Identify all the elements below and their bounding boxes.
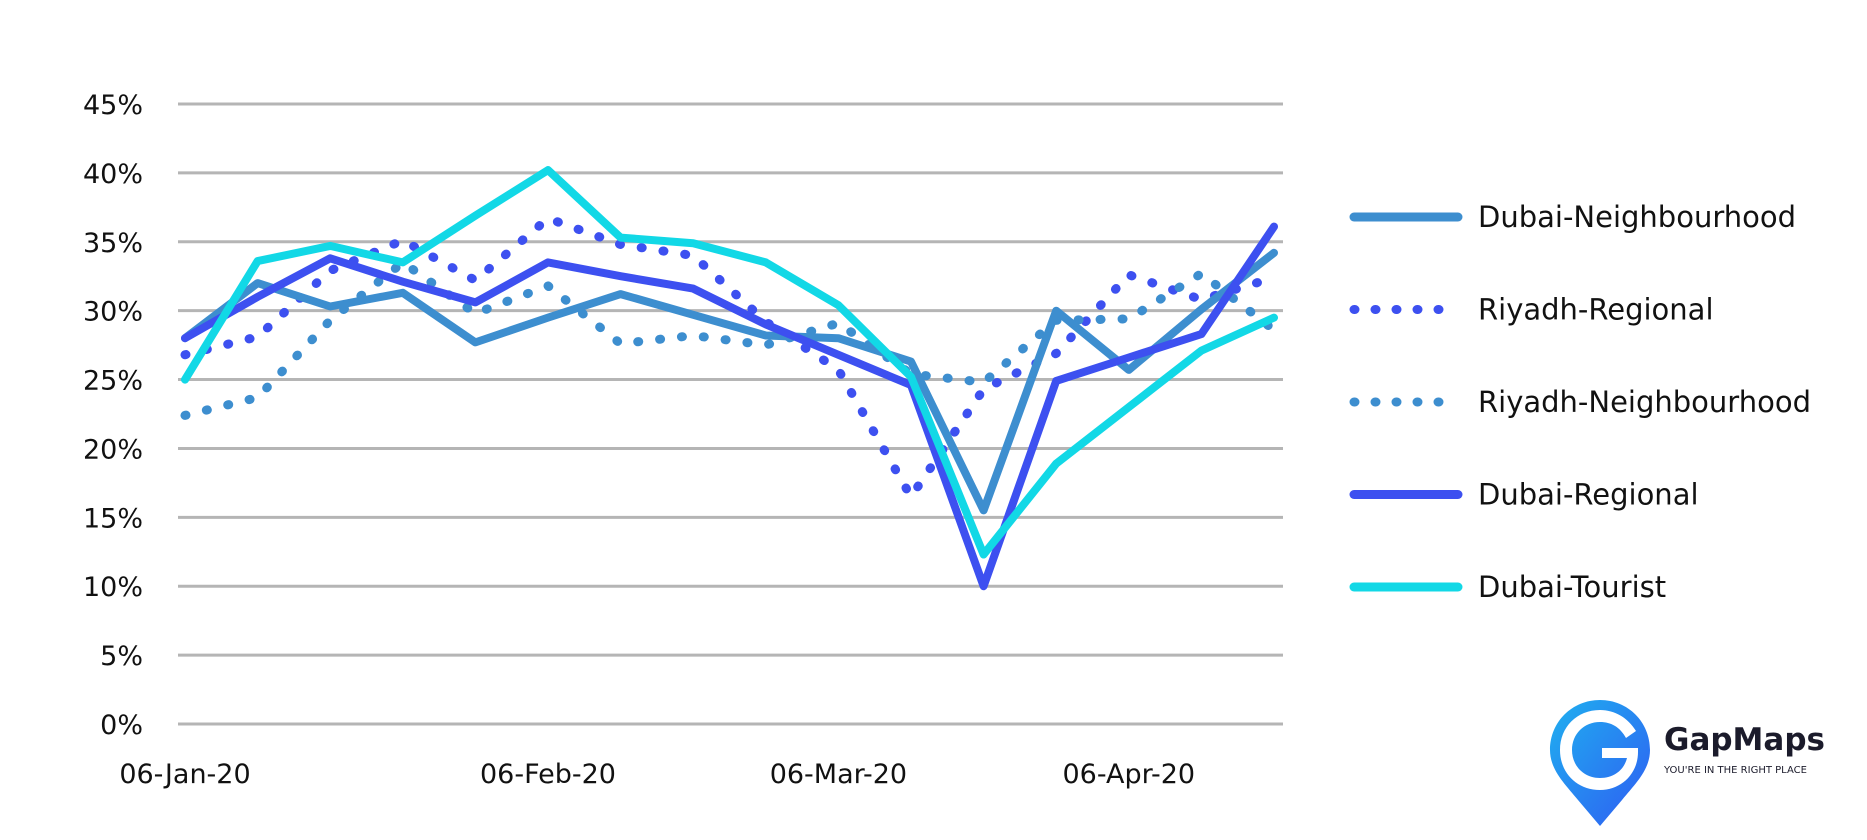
y-tick-label: 45% [83, 90, 143, 121]
y-tick-label: 0% [100, 710, 143, 741]
x-tick-label: 06-Feb-20 [480, 759, 616, 790]
legend-item: Dubai-Tourist [1349, 570, 1666, 604]
logo-name: GapMaps [1664, 722, 1825, 758]
x-tick-label: 06-Apr-20 [1063, 759, 1196, 790]
logo-tagline: YOU'RE IN THE RIGHT PLACE [1663, 765, 1807, 776]
grid-lines [178, 102, 1283, 726]
y-tick-label: 30% [83, 297, 143, 328]
series-lines [180, 166, 1279, 591]
legend: Dubai-Neighbourhood Riyadh-Regional Riyadh… [1349, 200, 1811, 604]
y-tick-label: 15% [83, 503, 143, 534]
legend-label: Dubai-Regional [1478, 478, 1699, 512]
series-line-riyadh-neighbourhood [180, 257, 1279, 420]
map-pin-icon [1550, 700, 1650, 826]
legend-item: Dubai-Regional [1349, 478, 1699, 512]
legend-item: Riyadh-Neighbourhood [1349, 385, 1811, 419]
y-tick-label: 20% [83, 434, 143, 465]
series-line-dubai-neighbourhood [181, 248, 1278, 515]
series-line-dubai-regional [181, 222, 1278, 591]
series-line-dubai-tourist [181, 166, 1278, 559]
y-tick-label: 10% [83, 572, 143, 603]
legend-label: Riyadh-Regional [1478, 293, 1714, 327]
y-tick-label: 35% [83, 228, 143, 259]
y-tick-label: 25% [83, 366, 143, 397]
y-axis-tick-labels: 0% 5% 10% 15% 20% 25% 30% 35% 40% 45% [83, 90, 143, 741]
legend-label: Riyadh-Neighbourhood [1478, 385, 1811, 419]
legend-item: Dubai-Neighbourhood [1349, 200, 1796, 234]
legend-item: Riyadh-Regional [1349, 293, 1714, 327]
x-axis-tick-labels: 06-Jan-20 06-Feb-20 06-Mar-20 06-Apr-20 [119, 759, 1195, 790]
gapmaps-logo: GapMaps YOU'RE IN THE RIGHT PLACE [1550, 700, 1825, 826]
legend-label: Dubai-Tourist [1478, 570, 1666, 604]
x-tick-label: 06-Jan-20 [119, 759, 250, 790]
legend-label: Dubai-Neighbourhood [1478, 200, 1796, 234]
y-tick-label: 5% [100, 641, 143, 672]
x-tick-label: 06-Mar-20 [770, 759, 907, 790]
y-tick-label: 40% [83, 159, 143, 190]
